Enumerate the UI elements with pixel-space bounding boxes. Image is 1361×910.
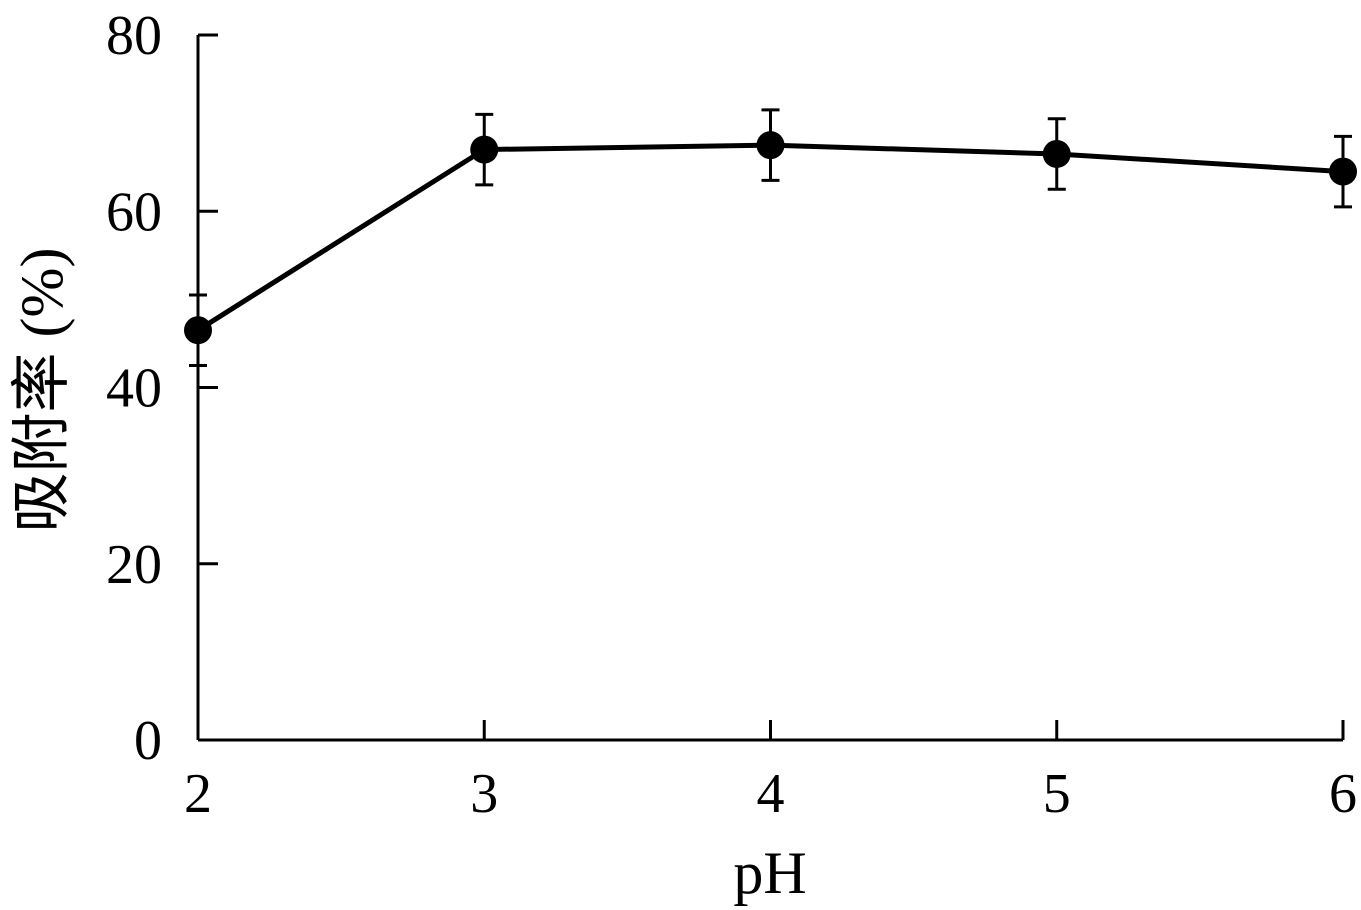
y-tick-label: 40 xyxy=(106,358,162,420)
x-tick-label: 4 xyxy=(757,763,785,825)
x-tick-label: 6 xyxy=(1329,763,1357,825)
y-tick-label: 80 xyxy=(106,5,162,67)
data-point xyxy=(756,131,785,160)
y-axis: 0 20 40 60 80 xyxy=(106,5,218,772)
y-tick-label: 60 xyxy=(106,181,162,243)
plot-area xyxy=(184,35,1357,742)
y-tick-label: 0 xyxy=(134,710,162,772)
data-point xyxy=(470,135,499,164)
x-axis-label: pH xyxy=(733,840,806,906)
x-tick-label: 5 xyxy=(1043,763,1071,825)
data-point xyxy=(1042,139,1071,168)
x-axis: 2 3 4 5 6 xyxy=(184,720,1357,825)
data-point xyxy=(1329,157,1357,186)
x-tick-label: 2 xyxy=(184,763,212,825)
y-axis-label: 吸附率 (%) xyxy=(9,248,75,533)
x-tick-label: 3 xyxy=(470,763,498,825)
data-point xyxy=(184,316,212,345)
y-tick-label: 20 xyxy=(106,534,162,596)
